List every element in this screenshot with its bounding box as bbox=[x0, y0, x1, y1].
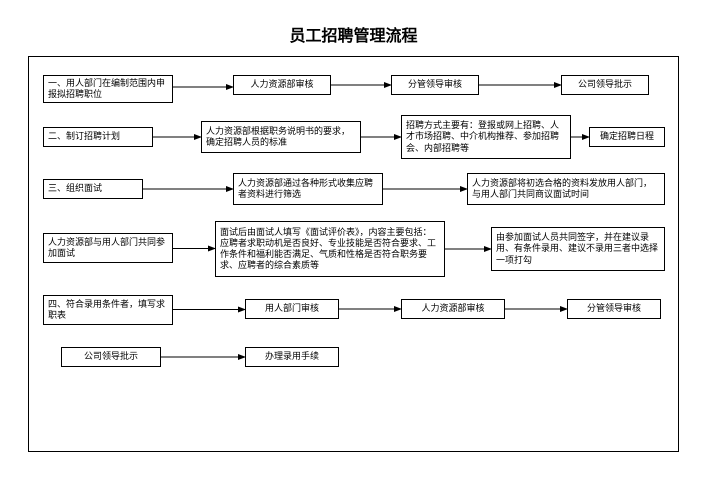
node-n17: 人力资源部审核 bbox=[401, 299, 505, 319]
node-n2: 人力资源部审核 bbox=[233, 75, 331, 95]
node-n12: 人力资源部与用人部门共同参加面试 bbox=[43, 233, 173, 263]
diagram-title: 员工招聘管理流程 bbox=[0, 22, 707, 46]
node-n7: 招聘方式主要有：登报或网上招聘、人才市场招聘、中介机构推荐、参加招聘会、内部招聘… bbox=[401, 115, 571, 159]
node-n16: 用人部门审核 bbox=[245, 299, 339, 319]
node-n18: 分管领导审核 bbox=[567, 299, 661, 319]
node-n14: 由参加面试人员共同签字，并在建议录用、有条件录用、建议不录用三者中选择一项打勾 bbox=[491, 227, 665, 271]
node-n11: 人力资源部将初选合格的资料发放用人部门，与用人部门共同商议面试时间 bbox=[467, 173, 665, 205]
node-n3: 分管领导审核 bbox=[391, 75, 479, 95]
flowchart-frame: 一、用人部门在编制范围内申报拟招聘职位人力资源部审核分管领导审核公司领导批示二、… bbox=[28, 56, 679, 452]
node-n8: 确定招聘日程 bbox=[589, 127, 665, 147]
node-n20: 办理录用手续 bbox=[245, 347, 339, 367]
node-n1: 一、用人部门在编制范围内申报拟招聘职位 bbox=[43, 75, 173, 103]
node-n15: 四、符合录用条件者，填写求职表 bbox=[43, 295, 173, 325]
page: 员工招聘管理流程 一、用人部门在编制范围内申报拟招聘职位人力资源部审核分管领导审… bbox=[0, 0, 707, 500]
node-n6: 人力资源部根据职务说明书的要求，确定招聘人员的标准 bbox=[201, 121, 361, 153]
node-n5: 二、制订招聘计划 bbox=[43, 127, 153, 147]
node-n13: 面试后由面试人填写《面试评价表》，内容主要包括：应聘者求职动机是否良好、专业技能… bbox=[215, 221, 445, 277]
node-n4: 公司领导批示 bbox=[561, 75, 649, 95]
node-n10: 人力资源部通过各种形式收集应聘者资料进行筛选 bbox=[233, 173, 383, 205]
node-n9: 三、组织面试 bbox=[43, 179, 143, 199]
node-n19: 公司领导批示 bbox=[61, 347, 161, 367]
